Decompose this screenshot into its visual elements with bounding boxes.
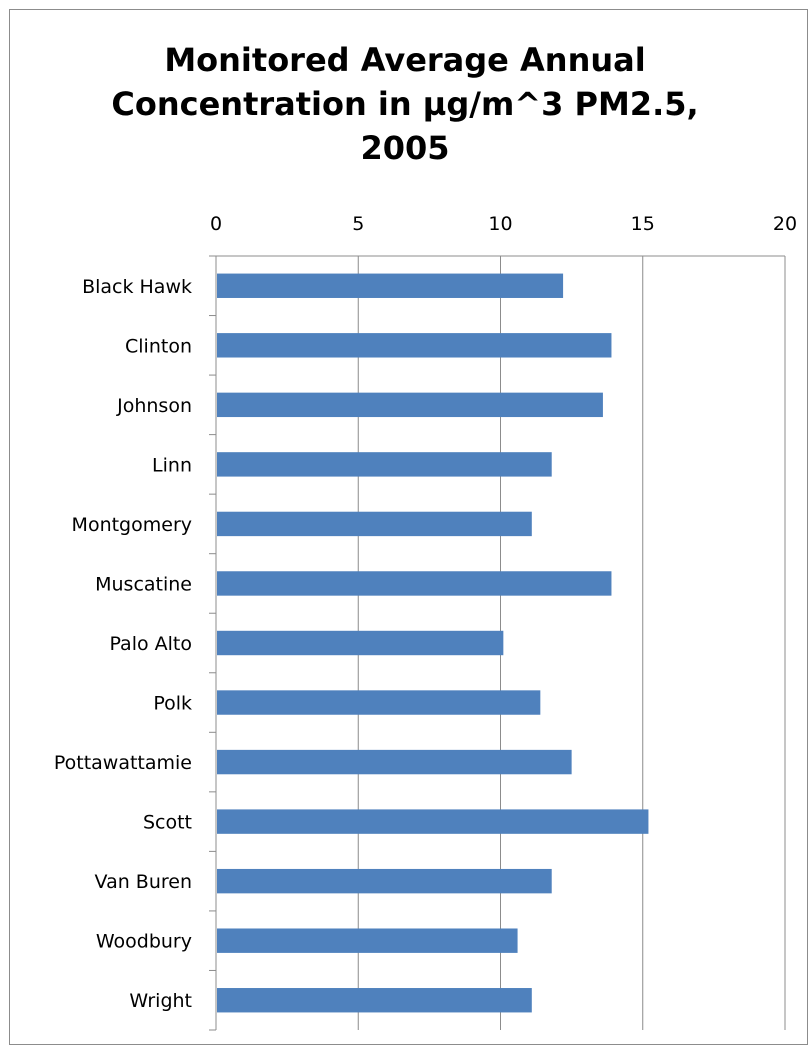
category-label: Montgomery (72, 514, 192, 536)
bar (217, 571, 612, 596)
bar (217, 392, 603, 418)
category-label: Muscatine (95, 573, 192, 595)
chart-title-line-2: Concentration in µg/m^3 PM2.5, (111, 85, 699, 123)
category-label: Scott (143, 812, 192, 834)
x-tick-label: 20 (773, 213, 797, 235)
bar (217, 868, 552, 894)
category-label: Van Buren (95, 871, 192, 893)
category-label: Clinton (125, 335, 192, 357)
x-tick-label: 0 (210, 213, 222, 235)
x-tick-label: 5 (352, 213, 364, 235)
chart-title-line-3: 2005 (360, 129, 450, 167)
bar (217, 511, 532, 537)
bar (217, 333, 612, 358)
bar (217, 809, 649, 834)
x-tick-label: 10 (488, 213, 512, 235)
chart-title: Monitored Average Annual Concentration i… (0, 38, 810, 170)
bar (217, 690, 541, 715)
category-label: Woodbury (96, 931, 192, 953)
bar (217, 630, 504, 656)
category-label: Polk (153, 693, 192, 715)
category-label: Black Hawk (82, 276, 192, 298)
bar (217, 928, 518, 953)
category-label: Pottawattamie (54, 752, 192, 774)
bar (217, 452, 552, 477)
bar (217, 749, 572, 775)
category-label: Palo Alto (109, 633, 192, 655)
x-tick-label: 15 (631, 213, 655, 235)
chart-title-line-1: Monitored Average Annual (164, 41, 646, 79)
bar (217, 988, 532, 1013)
category-label: Johnson (116, 395, 192, 417)
bar (217, 273, 564, 298)
category-label: Wright (129, 990, 192, 1012)
category-label: Linn (152, 454, 192, 476)
